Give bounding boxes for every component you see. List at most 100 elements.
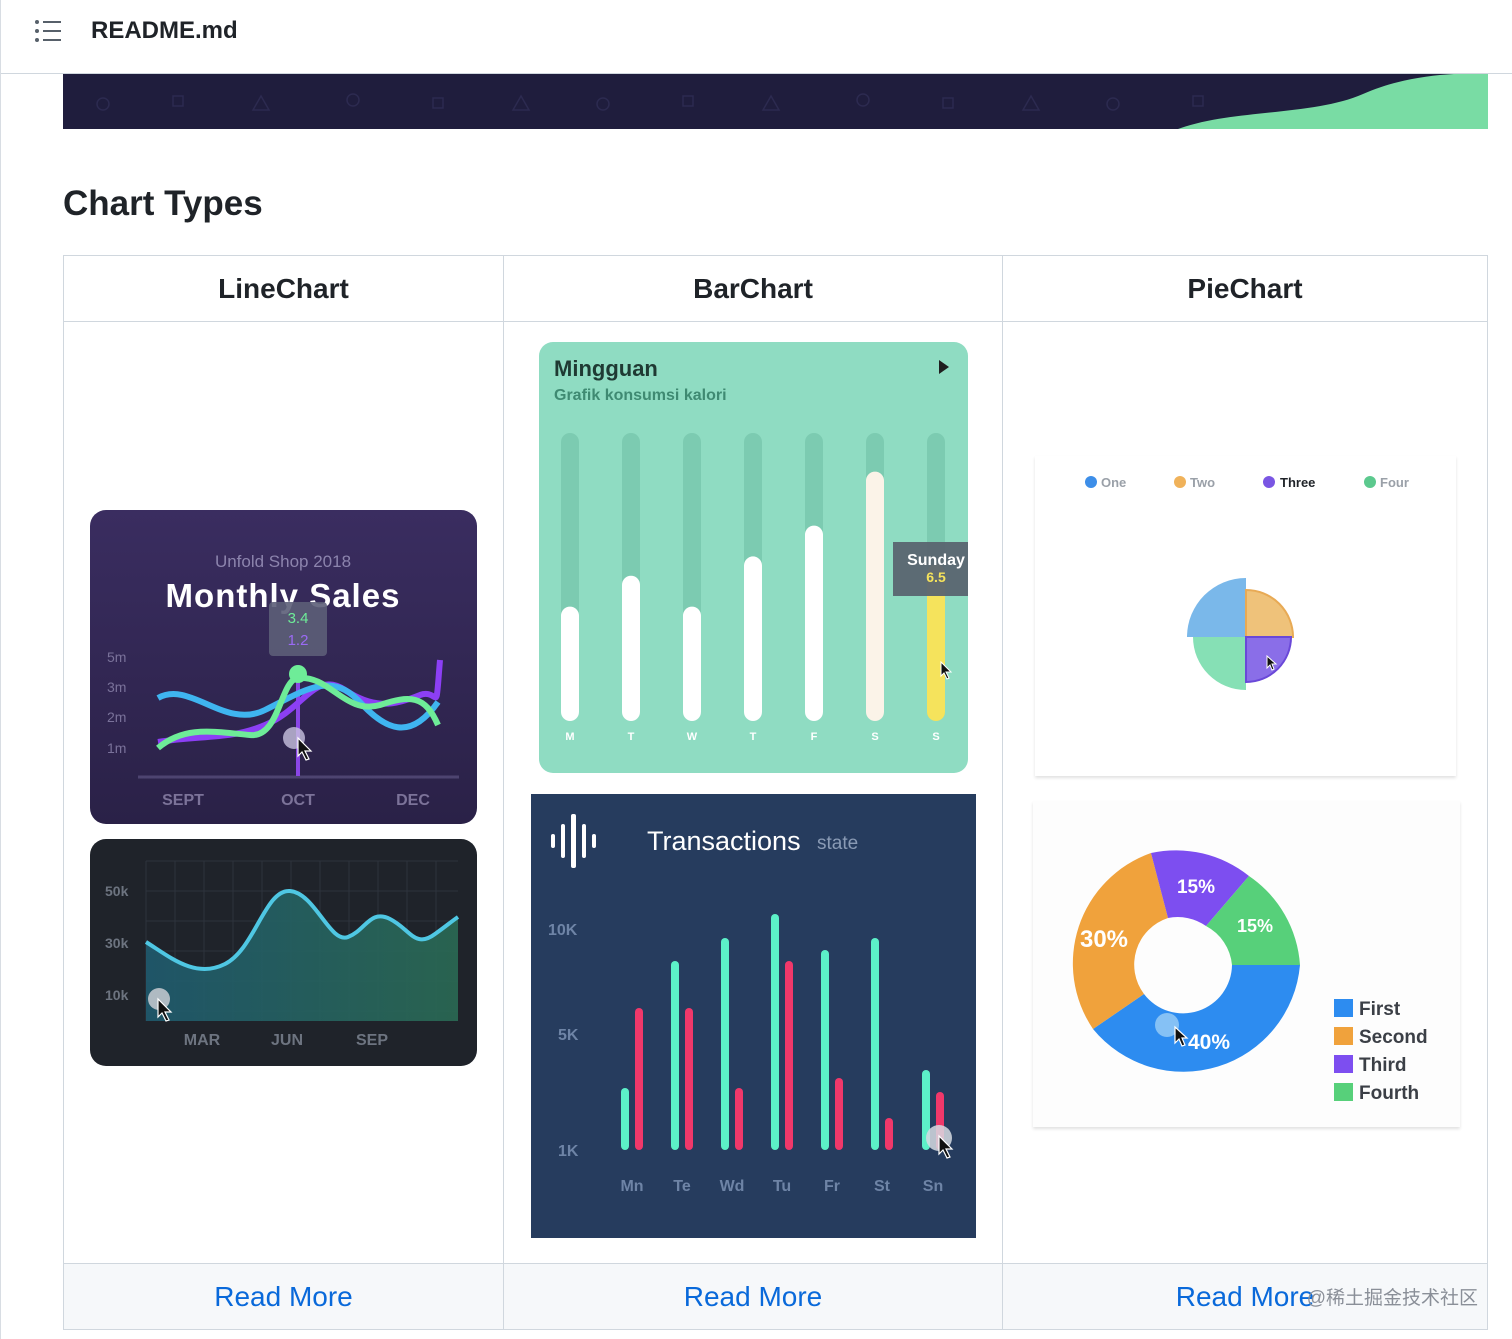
file-name: README.md [91,17,238,44]
monthly-sales-card: Unfold Shop 2018 Monthly Sales 5m 3m 2m … [90,510,477,824]
y-tick: 50k [105,883,129,899]
linechart-footer: Read More [64,1263,503,1329]
legend-label: First [1359,999,1401,1020]
watermark: @稀土掘金技术社区 [1306,1288,1478,1309]
legend-swatch [1334,1027,1353,1045]
x-tick: T [628,731,635,743]
piechart-column: PieChart One Two Three Four [1002,256,1487,1329]
file-header: README.md [1,0,1512,74]
pie-slice[interactable] [1187,578,1246,637]
list-icon[interactable] [33,18,63,44]
x-tick: DEC [396,792,430,809]
legend-swatch [1334,1055,1353,1073]
legend-label: Three [1280,475,1315,490]
piechart-header: PieChart [1003,256,1487,322]
sound-wave-icon [551,814,596,868]
legend-swatch [1364,476,1376,488]
x-tick: JUN [271,1032,303,1049]
simple-pie-card: One Two Three Four [1035,456,1456,776]
area-chart-card: 50k 30k 10k MAR JUN SEP [90,839,477,1066]
x-tick: T [750,731,757,743]
mouse-cursor-icon [940,660,953,680]
y-tick: 1K [558,1143,579,1160]
donut-slice[interactable] [1093,965,1300,1072]
donut-slice[interactable] [1206,876,1300,965]
y-tick: 2m [107,709,126,725]
card-subtitle: state [817,833,858,854]
piechart-footer: Read More [1003,1263,1487,1329]
donut-pie-card: 15% 15% 30% 40% First Second Third Fourt… [1033,801,1460,1127]
x-tick: M [565,731,574,743]
mouse-cursor-icon [938,1134,954,1159]
bar-tooltip [893,542,968,596]
pie-slice[interactable] [1245,588,1295,638]
barchart-read-more-link[interactable]: Read More [683,1280,823,1312]
slice-label: 15% [1237,916,1273,936]
barchart-column: BarChart Mingguan Grafik konsumsi kalori… [503,256,1002,1329]
chart-types-table: LineChart Unfold Shop 2018 Monthly Sales… [63,255,1488,1330]
piechart-read-more-link[interactable]: Read More [1175,1280,1315,1312]
x-tick: SEPT [162,792,204,809]
legend-label: Two [1190,475,1215,490]
y-tick: 30k [105,935,129,951]
x-tick: MAR [184,1032,221,1049]
x-tick: Wd [720,1178,745,1195]
legend-swatch [1334,1083,1353,1101]
tooltip-day: Sunday [907,552,965,569]
section-title: Chart Types [63,184,263,223]
legend-label: Third [1359,1055,1407,1076]
slice-label: 40% [1188,1031,1230,1054]
x-tick: Sn [923,1178,943,1195]
x-tick: St [874,1178,891,1195]
x-tick: Fr [824,1178,840,1195]
linechart-read-more-link[interactable]: Read More [214,1280,353,1312]
pie-slice[interactable] [1193,637,1246,690]
legend-swatch [1263,476,1275,488]
barchart-footer: Read More [504,1263,1002,1329]
barchart-header: BarChart [504,256,1002,322]
slice-label: 30% [1080,926,1128,953]
transactions-card: Transactions state 10K 5K 1K [531,794,976,1238]
card-subtitle: Grafik konsumsi kalori [554,387,727,404]
mouse-cursor-icon [1266,654,1278,671]
mouse-cursor-icon [297,736,313,761]
donut-slice[interactable] [1072,853,1168,1029]
y-tick: 10k [105,987,129,1003]
card-subtitle: Unfold Shop 2018 [215,552,351,571]
banner-image [63,74,1488,129]
play-icon[interactable] [939,360,949,374]
tooltip-value: 3.4 [288,610,309,627]
x-tick: F [811,731,818,743]
mouse-cursor-icon [157,997,173,1022]
legend-label: One [1101,475,1126,490]
x-tick: SEP [356,1032,388,1049]
card-title: Mingguan [554,356,658,381]
slice-label: 15% [1177,877,1215,898]
linechart-header: LineChart [64,256,503,322]
legend-swatch [1334,999,1353,1017]
x-tick: Te [673,1178,691,1195]
legend-label: Four [1380,475,1409,490]
y-tick: 5m [107,649,126,665]
x-tick: W [687,731,698,743]
y-tick: 5K [558,1027,579,1044]
y-tick: 1m [107,740,126,756]
legend-label: Fourth [1359,1083,1419,1104]
tooltip-value: 1.2 [288,632,309,649]
mouse-cursor-icon [1174,1025,1189,1047]
x-tick: Mn [620,1178,643,1195]
card-title: Transactions [647,826,801,856]
legend-swatch [1085,476,1097,488]
x-tick: S [932,731,939,743]
x-tick: OCT [281,792,315,809]
linechart-column: LineChart Unfold Shop 2018 Monthly Sales… [64,256,503,1329]
y-tick: 3m [107,679,126,695]
x-tick: Tu [773,1178,791,1195]
tooltip-value: 6.5 [926,569,946,585]
x-tick: S [871,731,878,743]
y-tick: 10K [548,922,578,939]
donut-slice[interactable] [1151,850,1249,926]
legend-swatch [1174,476,1186,488]
